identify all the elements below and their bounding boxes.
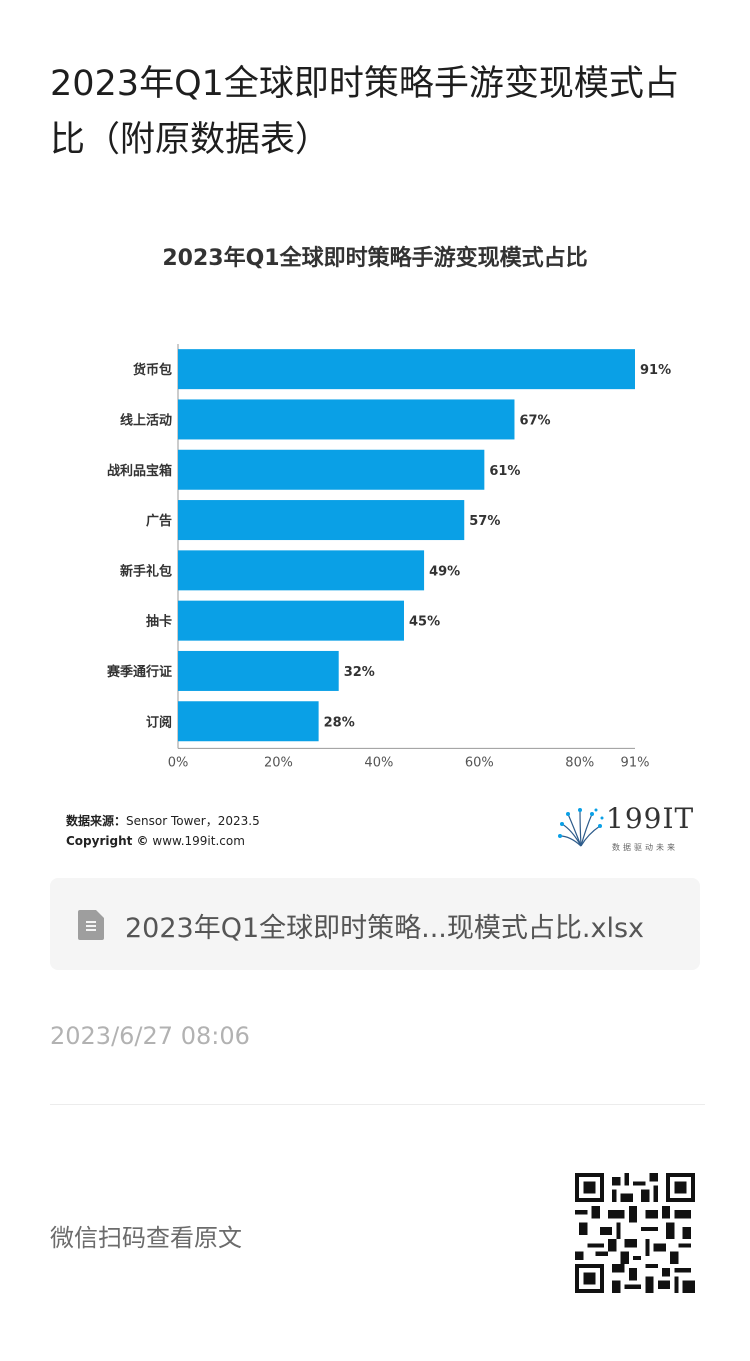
value-label: 49%: [429, 564, 460, 579]
bar: [178, 399, 515, 440]
spreadsheet-file-icon: [78, 910, 104, 940]
x-tick-label: 60%: [465, 755, 494, 770]
logo-subtitle: 数据驱动未来: [612, 843, 678, 852]
article-title: 2023年Q1全球即时策略手游变现模式占比（附原数据表）: [50, 64, 679, 160]
bar: [178, 349, 635, 390]
brand-logo: 199IT 数据驱动未来: [558, 802, 693, 852]
value-label: 28%: [324, 715, 355, 730]
value-label: 57%: [469, 514, 500, 529]
logo-text: 199IT: [606, 802, 695, 835]
chart-image[interactable]: 货币包 91% 线上活动 67% 战利品宝箱 61% 广告 57% 新手礼包 49% 抽卡 45% 赛季…: [50, 222, 700, 862]
attachment-file-name: 2023年Q1全球即时策略...现模式占比.xlsx: [125, 913, 644, 944]
value-label: 61%: [489, 464, 520, 479]
qr-code[interactable]: [575, 1173, 695, 1293]
bar: [178, 650, 339, 691]
bar: [178, 701, 319, 742]
value-label: 91%: [640, 363, 671, 378]
category-label: 货币包: [133, 362, 172, 378]
bar: [178, 449, 485, 490]
x-tick-label: 40%: [364, 755, 393, 770]
source-line: 数据来源：Sensor Tower，2023.5: [66, 812, 260, 829]
category-label: 订阅: [146, 714, 172, 730]
category-label: 广告: [146, 513, 172, 529]
value-label: 45%: [409, 615, 440, 630]
copyright-line: Copyright © www.199it.com: [66, 834, 245, 848]
x-tick-label: 91%: [621, 755, 650, 770]
category-label: 赛季通行证: [106, 664, 172, 680]
x-tick-label: 20%: [264, 755, 293, 770]
category-label: 新手礼包: [120, 563, 172, 579]
value-label: 67%: [519, 413, 550, 428]
source-text: Sensor Tower，2023.5: [126, 814, 260, 828]
category-label: 战利品宝箱: [107, 463, 172, 479]
copyright-label: Copyright ©: [66, 834, 149, 848]
category-label: 抽卡: [146, 614, 172, 630]
x-tick-label: 0%: [168, 755, 189, 770]
x-tick-label: 80%: [565, 755, 594, 770]
bar: [178, 550, 425, 591]
qr-scan-hint: 微信扫码查看原文: [50, 1224, 242, 1252]
attachment-file-card[interactable]: 2023年Q1全球即时策略...现模式占比.xlsx: [50, 878, 700, 970]
logo-dandelion-icon: [558, 808, 604, 847]
source-label: 数据来源：: [66, 814, 127, 828]
bar-chart: 货币包 91% 线上活动 67% 战利品宝箱 61% 广告 57% 新手礼包 49% 抽卡 45% 赛季…: [106, 344, 671, 770]
category-label: 线上活动: [120, 412, 172, 428]
bar: [178, 600, 404, 641]
bar: [178, 500, 465, 541]
value-label: 32%: [344, 665, 375, 680]
chart-title: 2023年Q1全球即时策略手游变现模式占比: [162, 246, 588, 271]
divider: [50, 1104, 705, 1105]
post-date: 2023/6/27 08:06: [50, 1022, 250, 1050]
copyright-text: www.199it.com: [152, 834, 245, 848]
